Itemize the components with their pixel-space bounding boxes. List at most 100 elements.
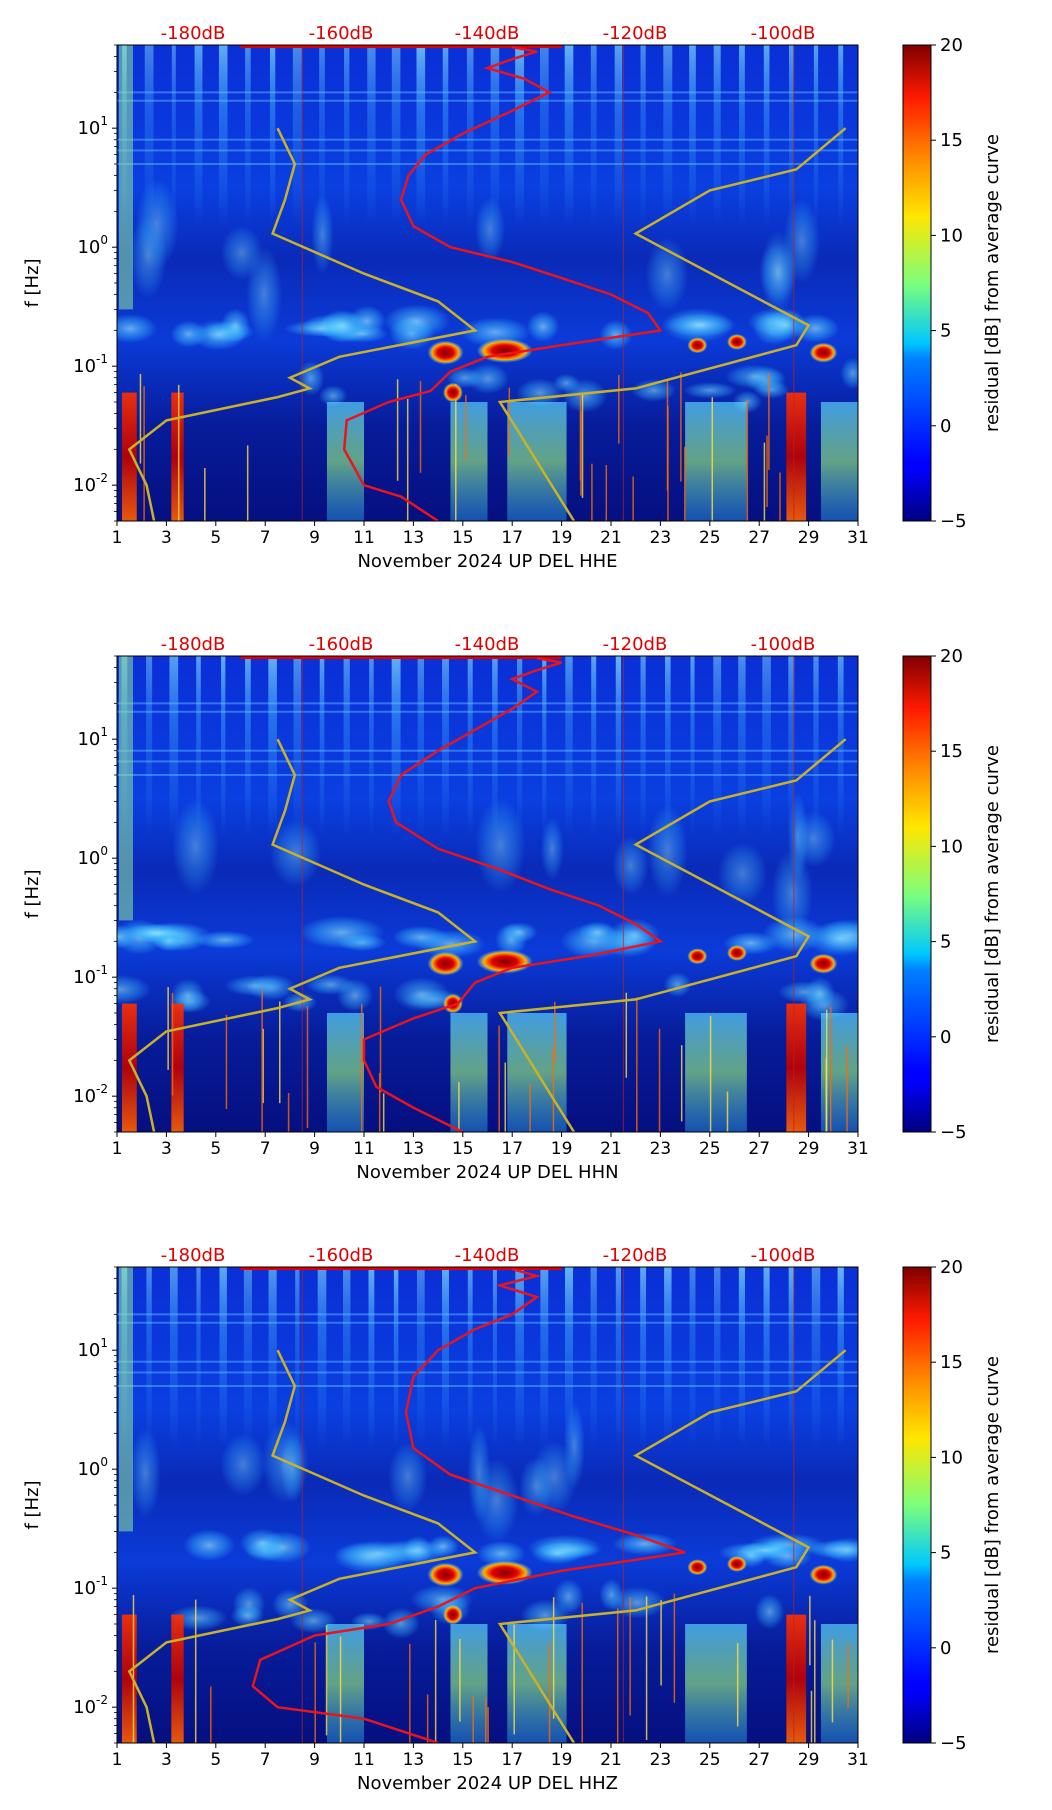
x-tick-label: 23 bbox=[650, 528, 672, 548]
y-tick-label: 10-2 bbox=[73, 1693, 108, 1718]
transient bbox=[632, 476, 634, 521]
daily-stripe bbox=[317, 1267, 327, 1449]
microseism-glow bbox=[764, 309, 806, 341]
microseism-glow bbox=[725, 364, 785, 389]
daily-stripe bbox=[319, 45, 325, 227]
colorbar-tick-label: 10 bbox=[940, 836, 963, 857]
tonal-line bbox=[117, 702, 858, 705]
low-frequency-band bbox=[326, 402, 364, 521]
daily-stripe bbox=[417, 656, 424, 838]
daily-stripe bbox=[245, 656, 251, 838]
x-tick-label: 1 bbox=[112, 1750, 123, 1770]
storm-blob bbox=[687, 948, 708, 965]
daily-stripe bbox=[221, 656, 226, 838]
transient bbox=[378, 1072, 381, 1132]
diffuse-glow bbox=[473, 1458, 519, 1543]
colorbar-tick-label: 15 bbox=[940, 130, 963, 151]
colorbar-tick-label: 10 bbox=[940, 1447, 963, 1468]
tonal-line bbox=[117, 774, 858, 776]
microseism-glow bbox=[631, 379, 677, 402]
transient bbox=[314, 1642, 316, 1743]
transient bbox=[508, 387, 511, 456]
transient bbox=[847, 1644, 849, 1708]
transient bbox=[673, 1593, 676, 1703]
y-tick-label: 10-1 bbox=[73, 963, 108, 988]
daily-stripe bbox=[343, 1267, 351, 1449]
x-tick-label: 27 bbox=[748, 1139, 770, 1159]
daily-stripe bbox=[146, 656, 153, 838]
daily-stripe bbox=[615, 1267, 621, 1449]
diffuse-glow bbox=[612, 836, 650, 895]
transient bbox=[194, 1599, 197, 1743]
spectrogram bbox=[117, 1267, 858, 1743]
transient bbox=[504, 1062, 507, 1132]
transient bbox=[554, 1001, 556, 1063]
x-tick-label: 19 bbox=[551, 1139, 573, 1159]
top-bar bbox=[240, 656, 562, 659]
microseism-glow bbox=[334, 1540, 422, 1568]
daily-stripe bbox=[640, 45, 646, 227]
diffuse-glow bbox=[269, 819, 322, 888]
hot-band bbox=[786, 1003, 807, 1132]
tonal-line bbox=[117, 1360, 858, 1363]
daily-stripe bbox=[367, 45, 376, 227]
colorbar bbox=[902, 1266, 932, 1744]
microseism-glow bbox=[392, 925, 450, 949]
storm-blob bbox=[809, 342, 838, 363]
transient bbox=[360, 1004, 363, 1132]
x-tick-label: 29 bbox=[798, 1139, 820, 1159]
transient bbox=[680, 372, 682, 482]
daily-stripe bbox=[762, 656, 771, 838]
storm-blob bbox=[442, 382, 463, 403]
db-scale-label: -140dB bbox=[455, 23, 520, 44]
daily-stripe bbox=[517, 656, 523, 838]
transient bbox=[629, 1596, 631, 1716]
tonal-line bbox=[117, 1321, 858, 1324]
hot-band bbox=[121, 392, 137, 521]
microseism-glow bbox=[224, 975, 285, 997]
storm-blob bbox=[726, 333, 747, 350]
daily-stripe bbox=[194, 45, 203, 227]
microseism-glow bbox=[183, 1529, 236, 1562]
transient bbox=[579, 395, 582, 481]
transient bbox=[726, 1091, 729, 1132]
db-scale-label: -140dB bbox=[455, 1245, 520, 1266]
x-tick-label: 7 bbox=[260, 528, 271, 548]
microseism-glow bbox=[754, 1593, 785, 1630]
daily-stripe bbox=[515, 45, 525, 227]
bright-column bbox=[119, 1267, 133, 1532]
daily-stripe bbox=[615, 656, 622, 838]
db-scale-label: -140dB bbox=[455, 634, 520, 655]
x-tick-label: 15 bbox=[452, 1750, 474, 1770]
hot-band bbox=[121, 1614, 137, 1743]
x-tick-label: 1 bbox=[112, 1139, 123, 1159]
x-tick-label: 21 bbox=[600, 528, 622, 548]
transient bbox=[680, 1045, 683, 1122]
transient bbox=[246, 445, 249, 521]
transient bbox=[167, 987, 169, 1070]
colorbar-tick-label: −5 bbox=[940, 1122, 967, 1143]
microseism-glow bbox=[230, 1604, 265, 1627]
transient bbox=[459, 1638, 461, 1722]
daily-stripe bbox=[442, 45, 449, 227]
storm-blob bbox=[442, 993, 463, 1014]
transient bbox=[581, 1602, 583, 1743]
daily-stripe bbox=[738, 45, 745, 227]
daily-stripe bbox=[813, 45, 819, 227]
db-scale-label: -160dB bbox=[309, 1245, 374, 1266]
transient bbox=[409, 1643, 411, 1743]
storm-blob bbox=[427, 340, 464, 365]
daily-stripe bbox=[811, 1267, 821, 1449]
db-scale-label: -120dB bbox=[603, 1245, 668, 1266]
colorbar-tick-label: 0 bbox=[940, 1638, 951, 1659]
db-scale-label: -180dB bbox=[161, 23, 226, 44]
x-tick-label: 29 bbox=[798, 528, 820, 548]
transient bbox=[658, 1028, 661, 1132]
x-tick-label: 1 bbox=[112, 528, 123, 548]
x-tick-label: 25 bbox=[699, 528, 721, 548]
low-frequency-band bbox=[685, 402, 747, 521]
daily-stripe bbox=[490, 45, 500, 227]
daily-stripe bbox=[492, 656, 498, 838]
y-axis-label: f [Hz] bbox=[22, 258, 43, 307]
storm-blob bbox=[687, 1559, 708, 1576]
